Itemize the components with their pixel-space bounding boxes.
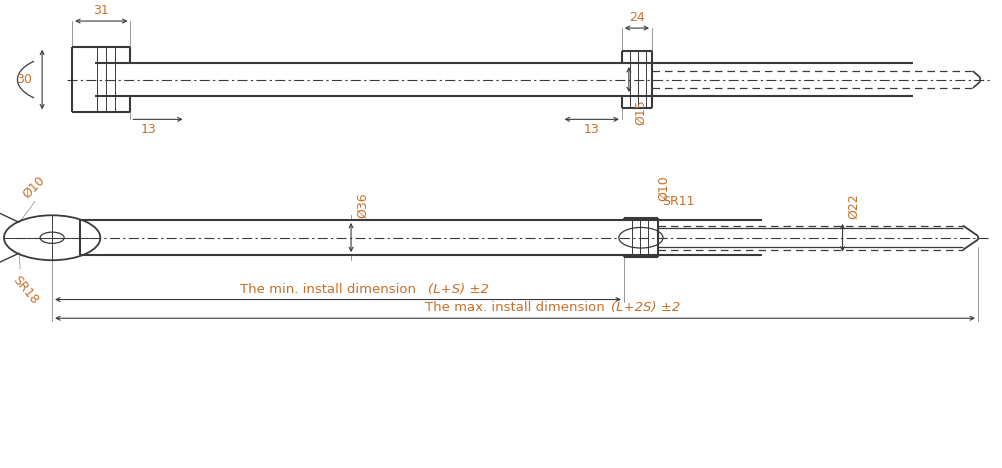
Text: SR18: SR18 xyxy=(10,274,41,307)
Text: 24: 24 xyxy=(628,11,644,24)
Text: Ø22: Ø22 xyxy=(847,193,860,219)
Text: Ø10: Ø10 xyxy=(656,176,669,201)
Text: 13: 13 xyxy=(583,123,599,136)
Text: 30: 30 xyxy=(16,73,32,86)
Text: SR11: SR11 xyxy=(661,195,693,208)
Text: (L+S) ±2: (L+S) ±2 xyxy=(428,283,488,296)
Text: Ø10: Ø10 xyxy=(20,174,47,201)
Text: (L+2S) ±2: (L+2S) ±2 xyxy=(610,301,679,314)
Text: Ø15: Ø15 xyxy=(633,100,646,125)
Text: Ø36: Ø36 xyxy=(356,192,369,218)
Text: 31: 31 xyxy=(93,4,109,17)
Text: 13: 13 xyxy=(140,123,156,136)
Text: The max. install dimension: The max. install dimension xyxy=(425,301,604,314)
Text: The min. install dimension: The min. install dimension xyxy=(239,283,416,296)
